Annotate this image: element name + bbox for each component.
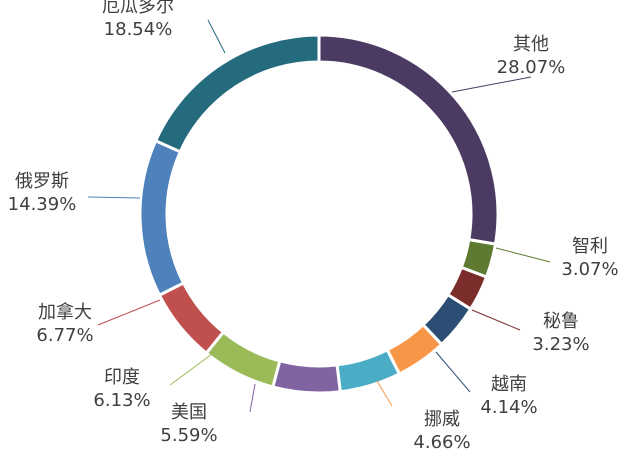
data-label-name: 加拿大 <box>38 301 92 323</box>
data-label-value: 18.54% <box>104 19 173 40</box>
donut-slice <box>317 33 500 246</box>
data-label-name: 越南 <box>491 374 527 395</box>
data-label-value: 4.14% <box>480 397 537 418</box>
donut-slice <box>153 33 321 154</box>
donut-slice <box>270 359 342 395</box>
leader-line <box>451 76 532 93</box>
leader-line <box>87 196 141 199</box>
leader-line <box>376 380 393 407</box>
data-label-name: 印度 <box>104 367 140 388</box>
data-label-value: 28.07% <box>497 57 566 78</box>
donut-slice <box>138 138 186 298</box>
donut-slice <box>157 280 226 356</box>
data-label-name: 厄瓜多尔 <box>102 0 174 17</box>
leader-line <box>471 309 521 331</box>
leader-line <box>169 353 213 386</box>
leader-line <box>495 247 551 263</box>
donut-ring <box>138 33 500 395</box>
data-label-name: 俄罗斯 <box>15 171 69 192</box>
data-label-value: 6.77% <box>36 325 93 346</box>
leader-line <box>97 299 161 326</box>
leader-lines <box>87 19 551 413</box>
data-label-value: 3.23% <box>532 334 589 355</box>
data-label-name: 其他 <box>513 34 549 55</box>
data-label-name: 秘鲁 <box>543 311 579 332</box>
data-label-value: 4.66% <box>413 432 470 451</box>
data-label-value: 6.13% <box>93 390 150 411</box>
data-label-value: 14.39% <box>8 194 77 215</box>
data-label-name: 挪威 <box>424 409 460 430</box>
data-label-value: 3.07% <box>561 259 618 280</box>
donut-slice <box>335 347 402 394</box>
leader-line <box>249 383 256 413</box>
data-label-name: 美国 <box>171 402 207 423</box>
leader-line <box>207 19 226 54</box>
data-label-name: 智利 <box>572 236 608 257</box>
data-label-value: 5.59% <box>160 425 217 446</box>
leader-line <box>435 351 471 393</box>
